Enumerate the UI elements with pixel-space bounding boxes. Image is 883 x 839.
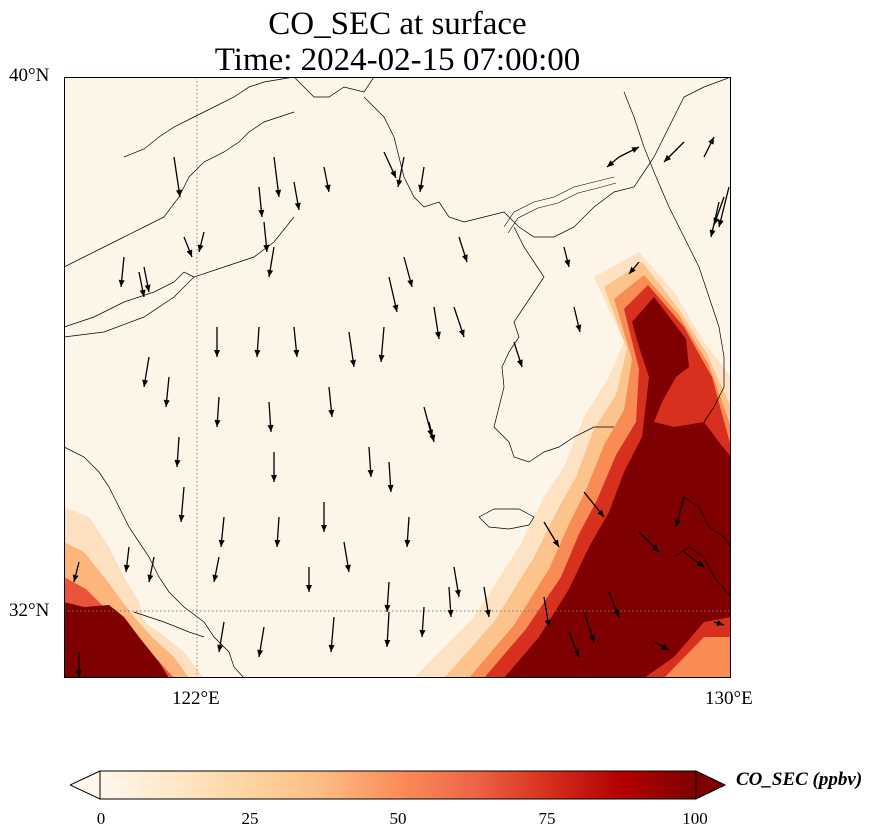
- wind-vector-head: [306, 585, 312, 592]
- wind-vector-head: [447, 609, 454, 617]
- wind-vector-head: [390, 170, 396, 178]
- lon-label-122e: 122°E: [172, 688, 220, 709]
- wind-vector-head: [552, 539, 559, 547]
- wind-vector-head: [214, 419, 221, 427]
- wind-vector-head: [407, 279, 414, 287]
- wind-vector-head: [613, 609, 620, 617]
- wind-vector-head: [324, 184, 331, 192]
- wind-vector-head: [484, 609, 491, 617]
- colorbar-ramp: [99, 770, 697, 800]
- wind-vector-head: [271, 475, 277, 482]
- wind-vector-head: [544, 619, 551, 627]
- map-title: CO_SEC at surface: [268, 6, 527, 42]
- wind-vector-head: [147, 574, 154, 582]
- wind-vectors: [72, 136, 730, 677]
- wind-vector-head: [629, 266, 636, 274]
- wind-vector-head: [267, 424, 274, 432]
- wind-vector-head: [716, 620, 724, 626]
- wind-vector-head: [709, 229, 716, 237]
- wind-vector-head: [404, 539, 411, 547]
- wind-vector-head: [254, 349, 261, 357]
- colorbar-tick-100: 100: [682, 809, 708, 828]
- wind-vector-head: [76, 670, 82, 677]
- wind-vector-head: [674, 519, 681, 527]
- co-sec-field: [64, 252, 731, 678]
- wind-vector-head: [328, 409, 335, 417]
- wind-vector-head: [387, 484, 394, 492]
- colorbar-tick-25: 25: [241, 809, 259, 828]
- wind-vector-head: [274, 539, 281, 547]
- wind-vector-head: [197, 244, 204, 252]
- lat-label-40n: 40°N: [9, 65, 50, 86]
- wind-vector-head: [142, 379, 149, 387]
- wind-vector-head: [458, 329, 465, 337]
- wind-vector-head: [178, 514, 185, 522]
- wind-vector-head: [217, 644, 224, 652]
- wind-vector-head: [257, 649, 264, 657]
- wind-vector-head: [573, 649, 580, 657]
- graticule: [64, 77, 731, 678]
- wind-vector-head: [454, 589, 461, 597]
- wind-vector-head: [607, 160, 615, 167]
- wind-vector-head: [708, 137, 714, 145]
- wind-vector-head: [144, 284, 151, 292]
- wind-vector-head: [123, 564, 130, 572]
- wind-vector-head: [214, 350, 220, 357]
- wind-vector-head: [696, 560, 704, 567]
- wind-vector-head: [212, 574, 219, 582]
- wind-vector-head: [651, 544, 659, 552]
- wind-vector-head: [717, 219, 724, 227]
- colorbar-tick-50: 50: [389, 809, 407, 828]
- wind-vector-head: [175, 189, 182, 197]
- wind-vector-head: [163, 399, 170, 407]
- wind-vector-head: [664, 154, 672, 162]
- wind-vector-head: [218, 539, 225, 547]
- colorbar-extend-max: [695, 770, 726, 800]
- wind-vector-head: [350, 359, 356, 367]
- wind-vector-head: [564, 259, 571, 267]
- wind-vector-head: [462, 254, 468, 262]
- wind-vector-head: [118, 279, 125, 287]
- wind-vector-head: [384, 639, 391, 647]
- colorbar-tick-75: 75: [538, 809, 556, 828]
- wind-vector-head: [275, 189, 282, 197]
- wind-vector-head: [344, 564, 351, 572]
- wind-vector-head: [258, 209, 265, 217]
- wind-vector-head: [267, 269, 274, 277]
- wind-vector-head: [597, 509, 604, 517]
- wind-vector-head: [392, 304, 399, 312]
- wind-vector-head: [328, 644, 335, 652]
- wind-vector-head: [293, 349, 300, 357]
- colorbar-tick-0: 0: [96, 809, 106, 828]
- wind-vector-head: [396, 179, 403, 187]
- wind-vector-head: [419, 629, 426, 637]
- map-panel: [64, 77, 731, 678]
- wind-vector-head: [418, 184, 425, 192]
- wind-vector-head: [367, 469, 374, 477]
- wind-vector-head: [72, 574, 79, 582]
- map-canvas: [64, 77, 731, 678]
- wind-vector-head: [517, 359, 523, 367]
- colorbar-label: CO_SEC (ppbv): [736, 769, 863, 790]
- lon-label-130e: 130°E: [705, 688, 753, 709]
- wind-vector-head: [575, 324, 582, 332]
- colorbar-extend-min: [70, 770, 101, 800]
- wind-vector-head: [378, 354, 385, 362]
- wind-vector-head: [661, 644, 669, 650]
- lat-label-32n: 32°N: [9, 600, 50, 621]
- wind-vector-head: [434, 331, 441, 339]
- wind-vector-head: [588, 634, 595, 642]
- wind-vector-head: [294, 202, 301, 210]
- wind-vector-head: [631, 147, 639, 153]
- wind-vector-head: [429, 434, 436, 442]
- wind-vector-head: [139, 289, 146, 297]
- wind-vector-head: [263, 244, 270, 252]
- wind-vector-head: [186, 249, 193, 257]
- wind-vector-head: [174, 459, 181, 467]
- map-time: Time: 2024-02-15 07:00:00: [214, 42, 581, 78]
- colorbar: [70, 770, 726, 800]
- wind-vector-head: [384, 604, 391, 612]
- wind-vector-head: [321, 525, 327, 532]
